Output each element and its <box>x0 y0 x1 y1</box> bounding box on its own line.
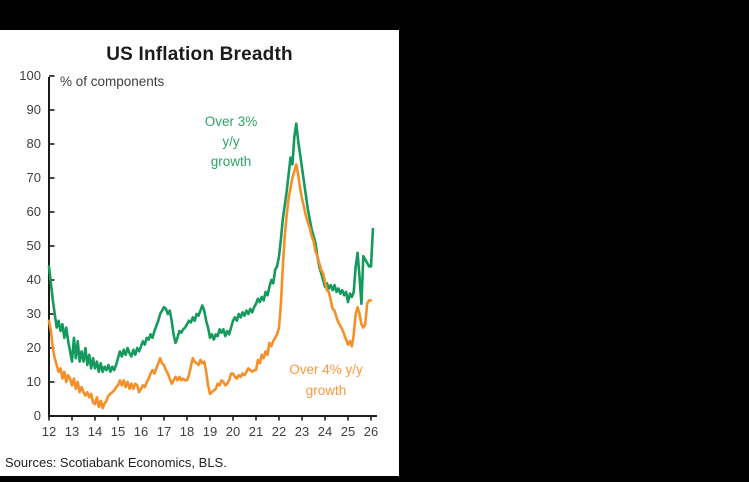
x-tick-label: 14 <box>87 424 103 439</box>
y-tick-label: 80 <box>26 136 41 151</box>
chart-panel <box>0 30 399 476</box>
y-tick-label: 90 <box>26 102 41 117</box>
chart-title: US Inflation Breadth <box>106 44 293 65</box>
series-label-line: growth <box>305 383 347 398</box>
x-tick-label: 22 <box>271 424 287 439</box>
series-label-over-4pct: Over 4% y/y growth <box>274 359 378 401</box>
y-tick-label: 60 <box>26 204 41 219</box>
y-tick-label: 70 <box>26 170 41 185</box>
source-note: Sources: Scotiabank Economics, BLS. <box>5 455 227 470</box>
y-tick-label: 50 <box>26 238 41 253</box>
x-tick-label: 26 <box>363 424 379 439</box>
x-tick-label: 25 <box>340 424 356 439</box>
x-tick-label: 18 <box>179 424 195 439</box>
x-tick-label: 16 <box>133 424 149 439</box>
x-tick-label: 20 <box>225 424 241 439</box>
x-tick-label: 21 <box>248 424 264 439</box>
x-tick-label: 15 <box>110 424 126 439</box>
series-label-line: Over 4% y/y <box>289 362 363 377</box>
y-tick-label: 0 <box>33 408 41 423</box>
series-label-line: y/y <box>222 134 240 149</box>
x-tick-label: 12 <box>41 424 57 439</box>
x-tick-label: 19 <box>202 424 218 439</box>
x-tick-label: 24 <box>317 424 333 439</box>
y-tick-label: 30 <box>26 306 41 321</box>
y-tick-label: 10 <box>26 374 41 389</box>
y-axis-unit-label: % of components <box>60 74 165 89</box>
series-label-line: Over 3% <box>204 114 258 129</box>
series-label-over-3pct: Over 3% y/y growth <box>184 112 278 172</box>
x-tick-label: 23 <box>294 424 310 439</box>
series-label-line: growth <box>210 154 252 169</box>
x-tick-label: 13 <box>64 424 80 439</box>
y-tick-label: 20 <box>26 340 41 355</box>
y-tick-label: 40 <box>26 272 41 287</box>
y-tick-label: 100 <box>19 68 41 83</box>
x-tick-label: 17 <box>156 424 172 439</box>
